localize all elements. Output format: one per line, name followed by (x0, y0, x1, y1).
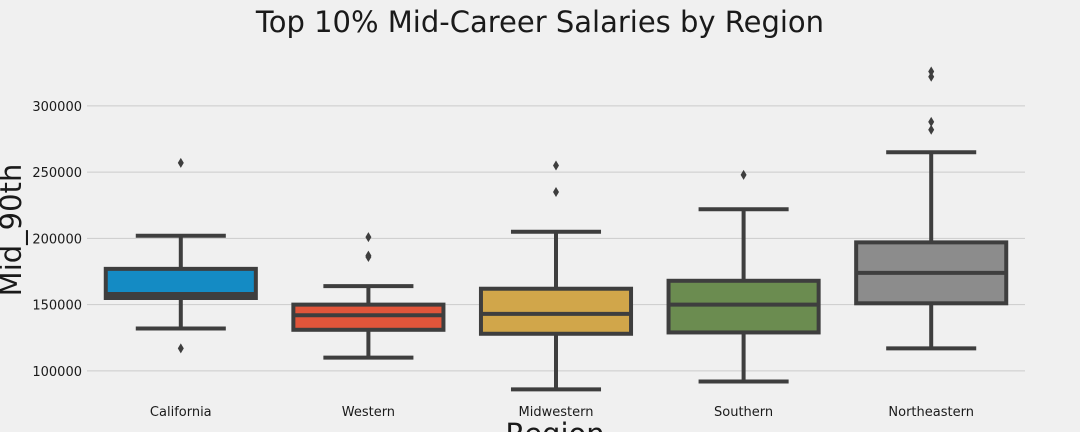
x-tick-label: Western (342, 405, 395, 420)
y-tick-label: 100000 (32, 365, 82, 380)
outlier-point (365, 232, 372, 243)
box-iqr (478, 286, 634, 336)
outlier-point (928, 124, 935, 135)
outlier-point (928, 116, 935, 127)
box-group-california (103, 157, 258, 354)
box-plot-series (103, 66, 1009, 392)
x-axis-label: Region (505, 417, 604, 432)
outlier-point (553, 160, 559, 171)
outlier-point (177, 343, 184, 354)
y-tick-label: 200000 (32, 232, 82, 247)
chart-title: Top 10% Mid-Career Salaries by Region (255, 5, 824, 39)
x-tick-label: Midwestern (519, 405, 594, 420)
x-tick-label: Southern (714, 405, 773, 420)
outlier-point (553, 187, 559, 198)
x-axis-ticks: California Western Midwestern Southern North… (150, 405, 974, 420)
y-axis-ticks: 100000 150000 200000 250000 300000 (32, 100, 82, 380)
box-group-northeastern (854, 66, 1009, 351)
x-tick-label: California (150, 405, 212, 420)
box-group-southern (666, 169, 821, 384)
outlier-point (928, 66, 935, 77)
box-group-western (291, 232, 446, 360)
outlier-point (740, 169, 747, 180)
box-group-midwestern (478, 160, 634, 392)
outlier-point (365, 251, 372, 262)
y-axis-label: Mid_90th (0, 164, 28, 297)
outlier-point (928, 71, 935, 82)
outlier-point (177, 157, 184, 168)
y-tick-label: 300000 (32, 100, 82, 115)
y-tick-label: 250000 (32, 166, 82, 181)
x-tick-label: Northeastern (888, 405, 974, 420)
y-tick-label: 150000 (32, 299, 82, 314)
